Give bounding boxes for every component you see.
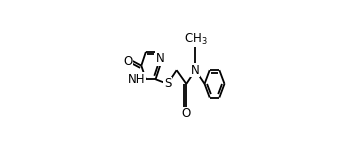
Text: O: O [123,55,132,68]
Text: CH$_3$: CH$_3$ [184,32,207,47]
Text: N: N [156,52,164,65]
Text: S: S [164,77,171,90]
Text: N: N [191,64,200,77]
Text: NH: NH [128,73,145,86]
Text: O: O [182,107,191,120]
